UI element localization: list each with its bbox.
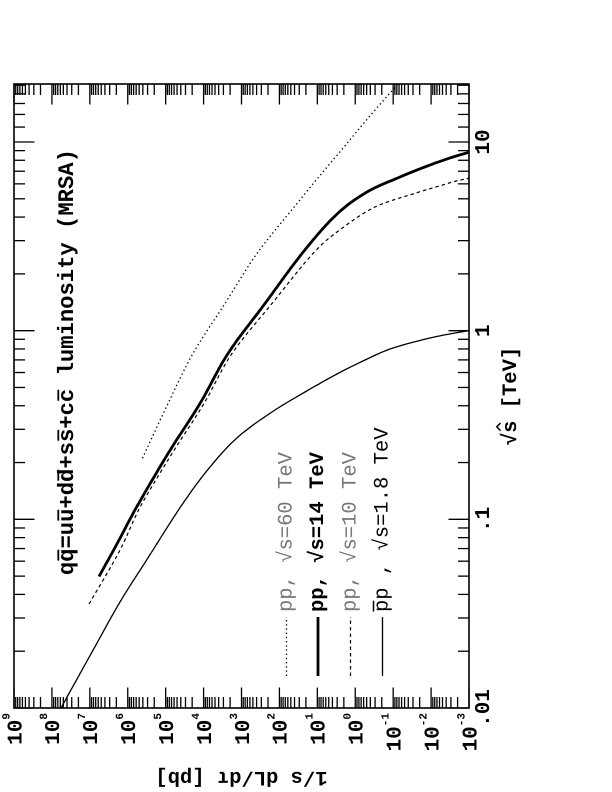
svg-text:qq=uu+dd+ss+cc luminosity (MRS: qq=uu+dd+ss+cc luminosity (MRSA) <box>55 149 80 575</box>
svg-text:10: 10 <box>473 129 496 154</box>
svg-text:1: 1 <box>473 324 496 337</box>
svg-text:.01: .01 <box>473 689 496 727</box>
svg-text:pp, √s=10 TeV: pp, √s=10 TeV <box>339 451 363 612</box>
svg-text:pp, √s=60 TeV: pp, √s=60 TeV <box>275 451 299 612</box>
svg-text:1/s dL/dτ [pb]: 1/s dL/dτ [pb] <box>155 765 327 788</box>
svg-text:pp , √s=1.8 TeV: pp , √s=1.8 TeV <box>371 427 395 612</box>
svg-text:√s [TeV]: √s [TeV] <box>499 347 523 445</box>
svg-text:.1: .1 <box>473 507 496 532</box>
svg-text:pp, √s=14 TeV: pp, √s=14 TeV <box>306 451 330 612</box>
